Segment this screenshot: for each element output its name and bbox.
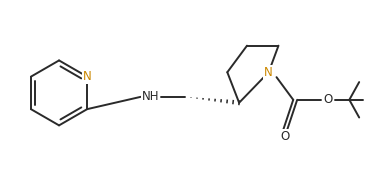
Text: N: N xyxy=(83,70,91,83)
Text: NH: NH xyxy=(142,90,159,103)
Text: O: O xyxy=(281,130,290,143)
Text: N: N xyxy=(264,66,273,79)
Text: O: O xyxy=(323,93,332,106)
